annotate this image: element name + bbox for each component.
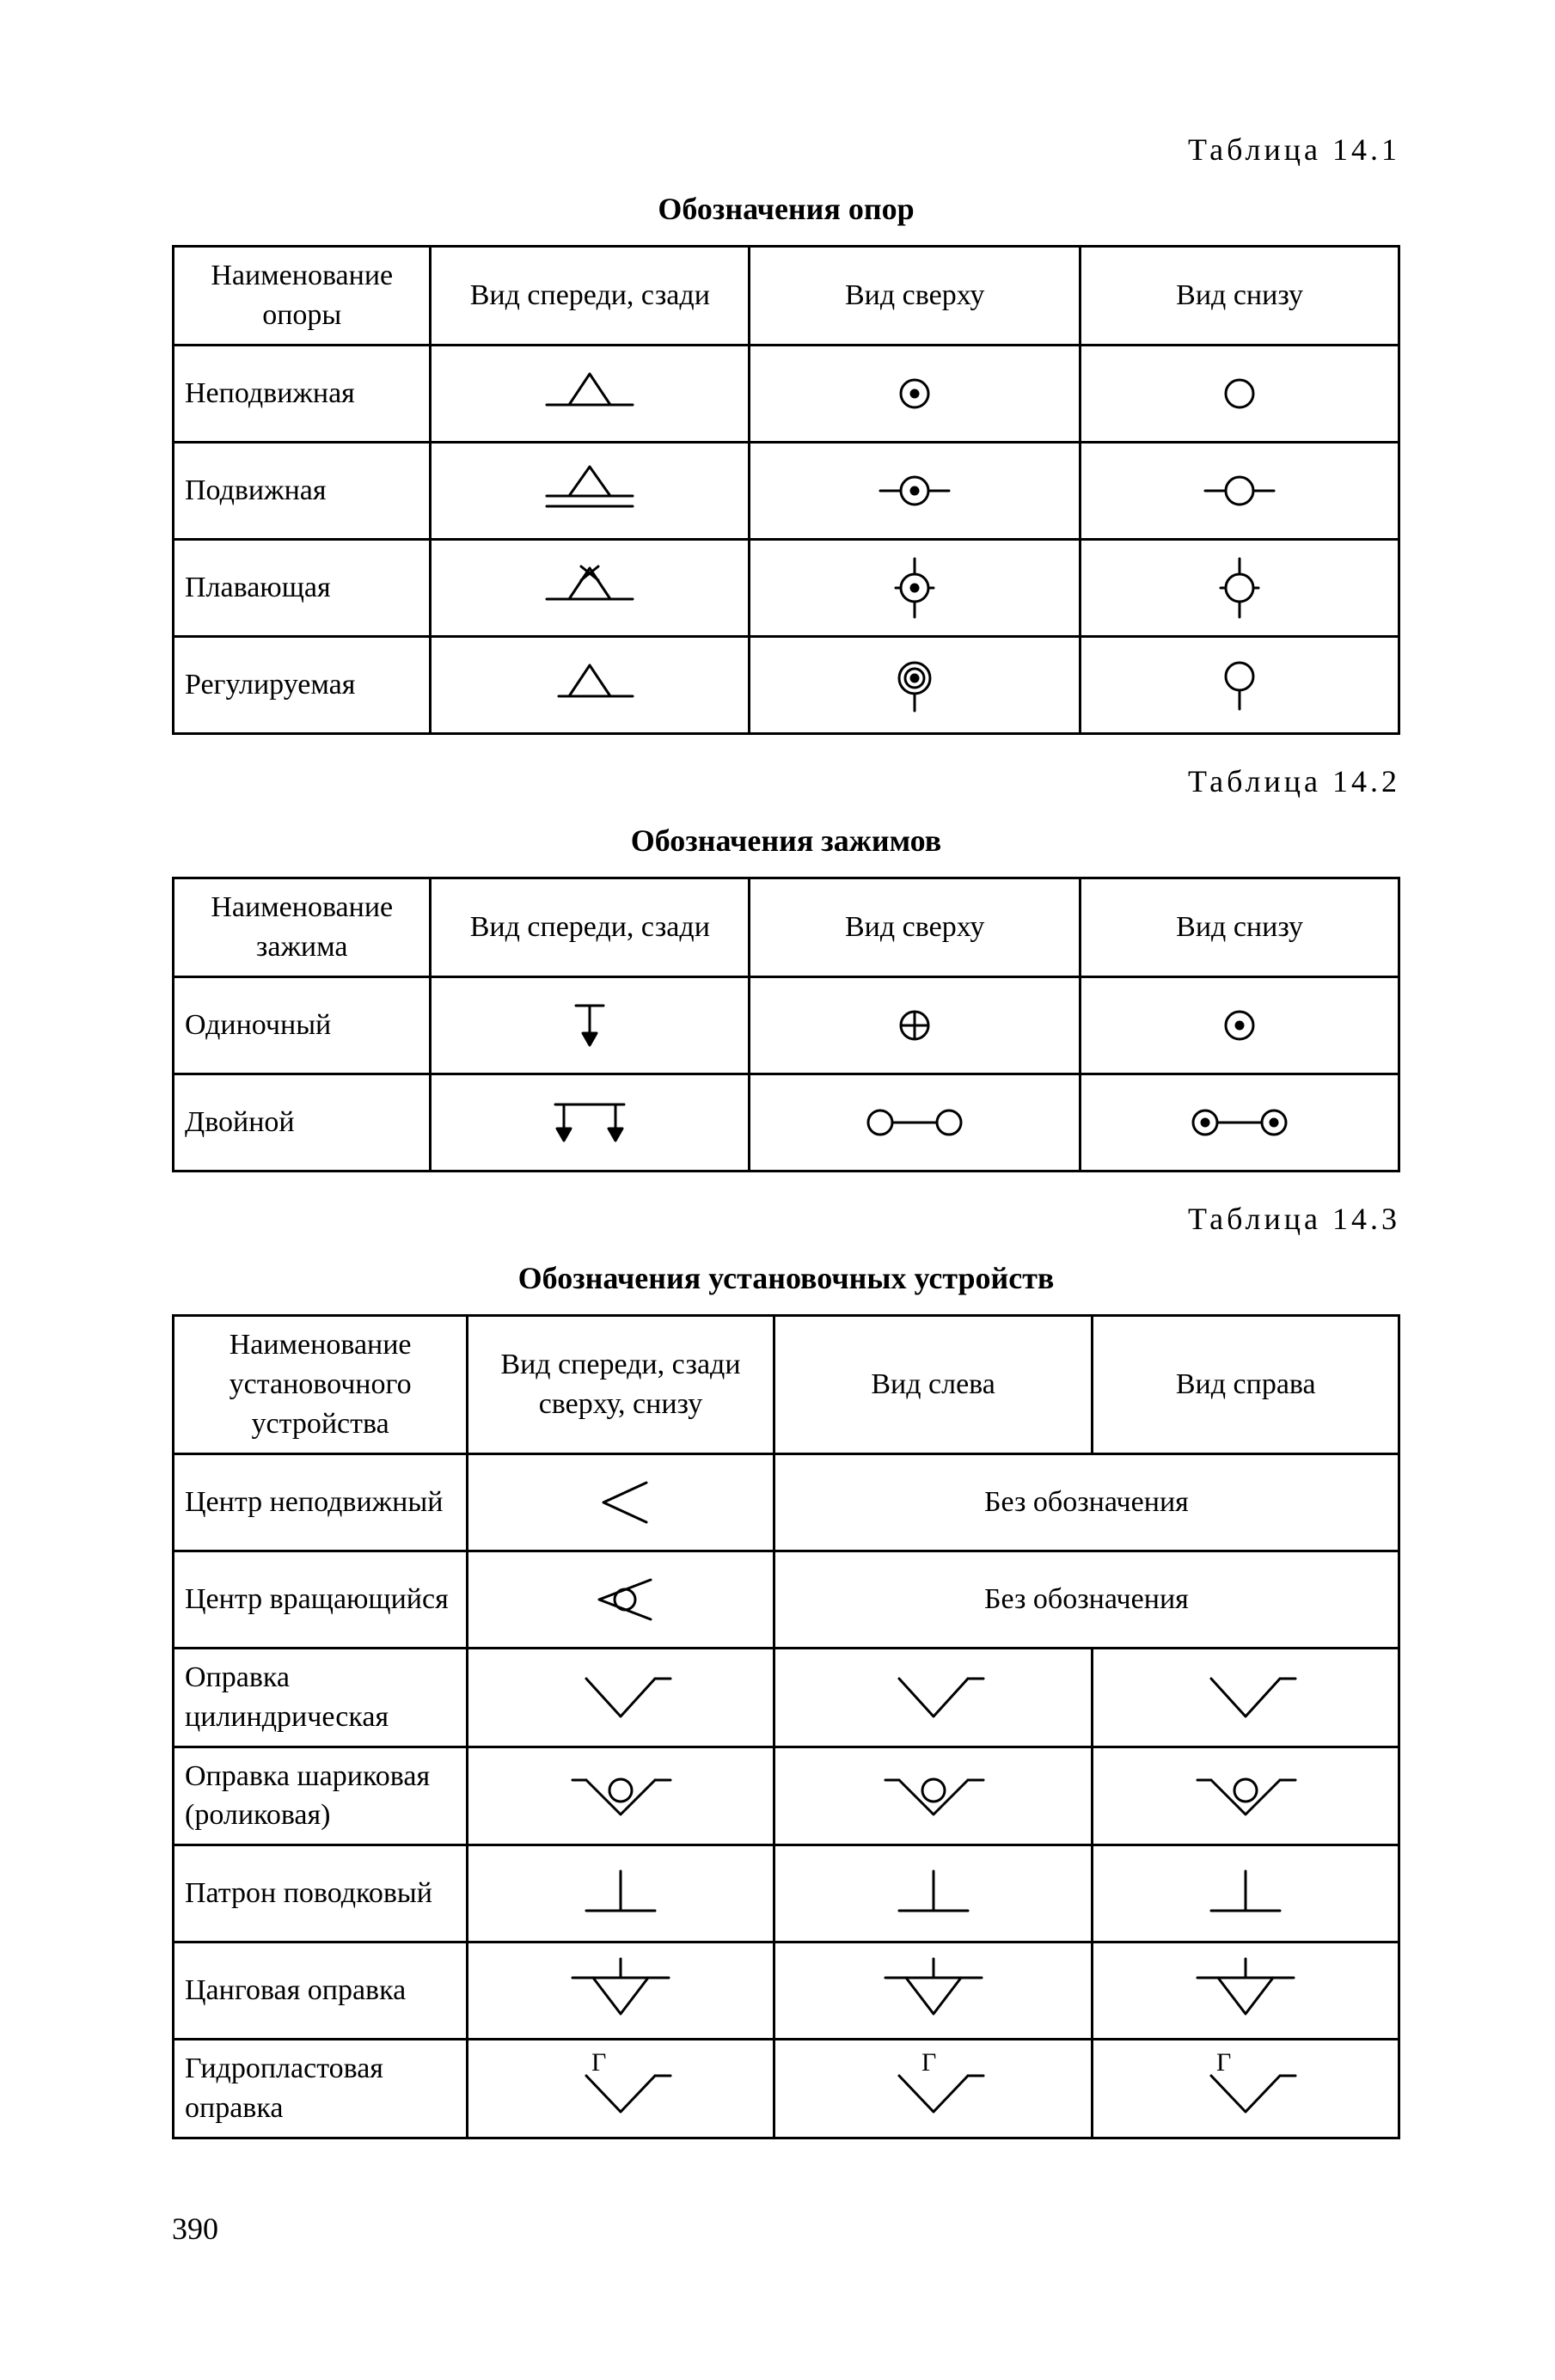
symbol-vee-circle-tail bbox=[774, 1747, 1093, 1845]
no-designation: Без обозначения bbox=[774, 1551, 1399, 1648]
symbol-vee-tail bbox=[1093, 1648, 1399, 1747]
table-row: Неподвижная bbox=[174, 345, 1399, 442]
symbol-arrow-down-t bbox=[431, 976, 750, 1074]
table2-label: Таблица 14.2 bbox=[172, 761, 1400, 803]
row-name: Оправка цилиндрическая bbox=[174, 1648, 468, 1747]
table1-label: Таблица 14.1 bbox=[172, 129, 1400, 171]
symbol-circle-open-hline bbox=[1081, 442, 1399, 539]
table-row: Одиночный bbox=[174, 976, 1399, 1074]
row-name: Центр вращающийся bbox=[174, 1551, 468, 1648]
page-number: 390 bbox=[172, 2208, 1400, 2250]
symbol-circle-open-vline bbox=[1081, 539, 1399, 636]
table-row: Плавающая bbox=[174, 539, 1399, 636]
table-row: Двойной bbox=[174, 1074, 1399, 1171]
table1-h2: Вид сверху bbox=[750, 247, 1081, 346]
table3-header-row: Наименование установочного устройства Ви… bbox=[174, 1316, 1399, 1454]
row-name: Цанговая оправка bbox=[174, 1943, 468, 2040]
table2-h3: Вид снизу bbox=[1081, 878, 1399, 977]
symbol-vee-circle-tail bbox=[468, 1747, 774, 1845]
table3-title: Обозначения установочных устройств bbox=[172, 1257, 1400, 1300]
symbol-circle-dot-vline bbox=[750, 539, 1081, 636]
symbol-triangle-x-base bbox=[431, 539, 750, 636]
table1-h0: Наименование опоры bbox=[174, 247, 431, 346]
symbol-circle-open bbox=[1081, 345, 1399, 442]
symbol-vee-g-tail: Г bbox=[1093, 2040, 1399, 2138]
symbol-vee-t-tail bbox=[774, 1943, 1093, 2040]
symbol-circle-open-stem bbox=[1081, 636, 1399, 733]
symbol-perp bbox=[774, 1845, 1093, 1943]
table2-title: Обозначения зажимов bbox=[172, 820, 1400, 862]
table3: Наименование установочного устройства Ви… bbox=[172, 1314, 1400, 2139]
symbol-angle-less-circle bbox=[468, 1551, 774, 1648]
symbol-circle-dot-hline bbox=[750, 442, 1081, 539]
row-name: Плавающая bbox=[174, 539, 431, 636]
table1-title: Обозначения опор bbox=[172, 188, 1400, 230]
table2-h0: Наименование зажима bbox=[174, 878, 431, 977]
table-row: Регулируемая bbox=[174, 636, 1399, 733]
symbol-triangle-base bbox=[431, 345, 750, 442]
symbol-perp bbox=[468, 1845, 774, 1943]
table1-h3: Вид снизу bbox=[1081, 247, 1399, 346]
table-row: Оправка шариковая (роликовая) bbox=[174, 1747, 1399, 1845]
table3-h1: Вид спереди, сзади сверху, снизу bbox=[468, 1316, 774, 1454]
symbol-vee-t-tail bbox=[468, 1943, 774, 2040]
symbol-vee-circle-tail bbox=[1093, 1747, 1399, 1845]
symbol-circle-plus bbox=[750, 976, 1081, 1074]
table2: Наименование зажима Вид спереди, сзади В… bbox=[172, 877, 1400, 1172]
symbol-vee-tail bbox=[468, 1648, 774, 1747]
symbol-angle-less bbox=[468, 1453, 774, 1551]
table2-h2: Вид сверху bbox=[750, 878, 1081, 977]
table1-h1: Вид спереди, сзади bbox=[431, 247, 750, 346]
table2-header-row: Наименование зажима Вид спереди, сзади В… bbox=[174, 878, 1399, 977]
table-row: Центр вращающийся Без обозначения bbox=[174, 1551, 1399, 1648]
symbol-circle-dot bbox=[750, 345, 1081, 442]
table-row: Подвижная bbox=[174, 442, 1399, 539]
table2-h1: Вид спереди, сзади bbox=[431, 878, 750, 977]
symbol-concentric-dot-stem bbox=[750, 636, 1081, 733]
table1: Наименование опоры Вид спереди, сзади Ви… bbox=[172, 245, 1400, 735]
table1-header-row: Наименование опоры Вид спереди, сзади Ви… bbox=[174, 247, 1399, 346]
row-name: Неподвижная bbox=[174, 345, 431, 442]
svg-text:Г: Г bbox=[1216, 2050, 1231, 2077]
svg-text:Г: Г bbox=[921, 2050, 936, 2077]
table3-h2: Вид слева bbox=[774, 1316, 1093, 1454]
symbol-perp bbox=[1093, 1845, 1399, 1943]
table-row: Оправка цилиндрическая bbox=[174, 1648, 1399, 1747]
row-name: Патрон поводковый bbox=[174, 1845, 468, 1943]
symbol-vee-g-tail: Г bbox=[774, 2040, 1093, 2138]
symbol-two-circle-dot-line bbox=[1081, 1074, 1399, 1171]
symbol-vee-t-tail bbox=[1093, 1943, 1399, 2040]
symbol-triangle-base-short bbox=[431, 636, 750, 733]
symbol-two-circles-line bbox=[750, 1074, 1081, 1171]
row-name: Подвижная bbox=[174, 442, 431, 539]
table-row: Гидропластовая оправка Г Г bbox=[174, 2040, 1399, 2138]
table-row: Цанговая оправка bbox=[174, 1943, 1399, 2040]
symbol-triangle-double-base bbox=[431, 442, 750, 539]
row-name: Двойной bbox=[174, 1074, 431, 1171]
row-name: Регулируемая bbox=[174, 636, 431, 733]
symbol-double-arrow-down-t bbox=[431, 1074, 750, 1171]
row-name: Оправка шариковая (роликовая) bbox=[174, 1747, 468, 1845]
table-row: Патрон поводковый bbox=[174, 1845, 1399, 1943]
symbol-vee-g-tail: Г bbox=[468, 2040, 774, 2138]
symbol-circle-dot bbox=[1081, 976, 1399, 1074]
row-name: Гидропластовая оправка bbox=[174, 2040, 468, 2138]
table3-h3: Вид справа bbox=[1093, 1316, 1399, 1454]
row-name: Одиночный bbox=[174, 976, 431, 1074]
table-row: Центр неподвижный Без обозначения bbox=[174, 1453, 1399, 1551]
svg-text:Г: Г bbox=[591, 2050, 606, 2077]
table3-h0: Наименование установочного устройства bbox=[174, 1316, 468, 1454]
row-name: Центр неподвижный bbox=[174, 1453, 468, 1551]
symbol-vee-tail bbox=[774, 1648, 1093, 1747]
no-designation: Без обозначения bbox=[774, 1453, 1399, 1551]
table3-label: Таблица 14.3 bbox=[172, 1198, 1400, 1240]
